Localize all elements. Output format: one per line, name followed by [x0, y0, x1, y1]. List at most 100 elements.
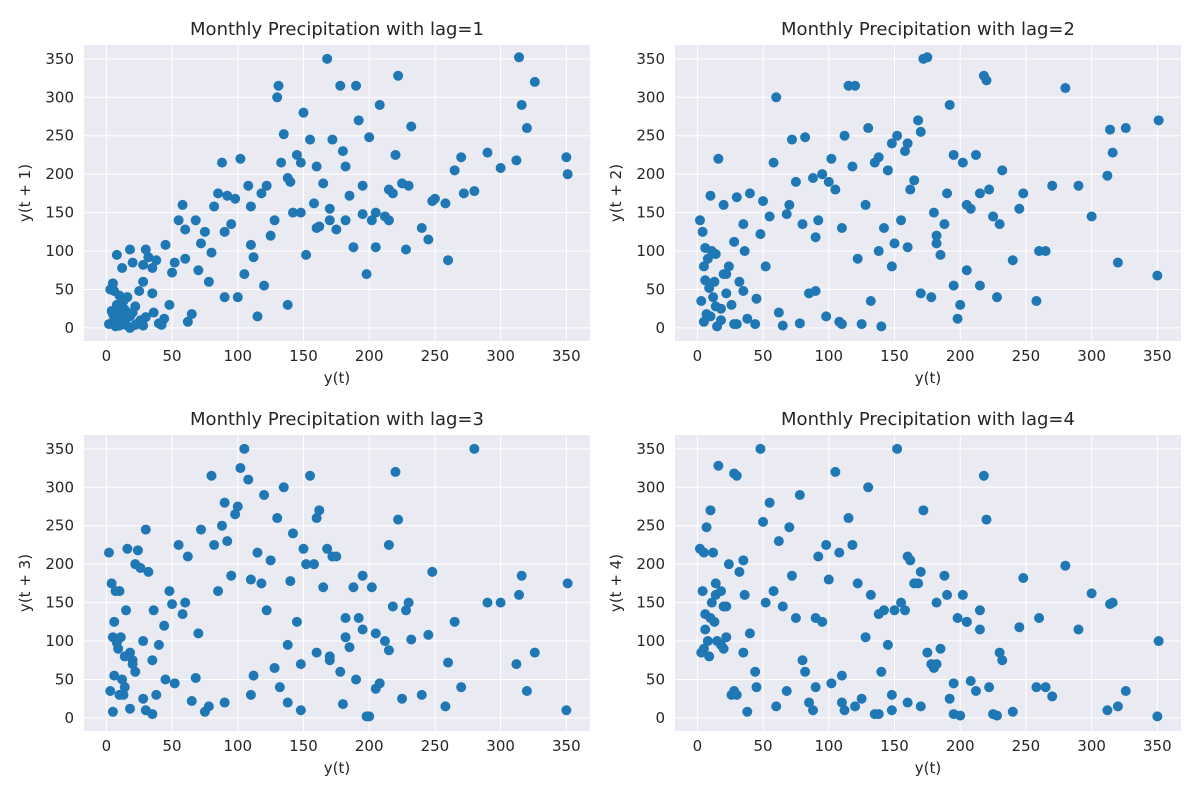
data-point [239, 269, 250, 280]
x-tick-label: 200 [355, 737, 384, 755]
data-point [164, 299, 175, 310]
data-point [794, 318, 805, 329]
data-point [230, 509, 241, 520]
data-point [865, 589, 876, 600]
data-point [298, 107, 309, 118]
data-point [182, 551, 193, 562]
x-tick-label: 100 [223, 737, 252, 755]
data-point [800, 666, 811, 677]
data-point [117, 262, 128, 273]
y-axis-label: y(t + 4) [607, 554, 625, 612]
data-point [273, 80, 284, 91]
data-point [797, 219, 808, 230]
data-point [984, 682, 995, 693]
data-point [322, 543, 333, 554]
data-point [226, 219, 237, 230]
data-point [750, 666, 761, 677]
y-tick-label: 50 [55, 280, 74, 298]
data-point [952, 612, 963, 623]
data-point [948, 678, 959, 689]
data-point [876, 321, 887, 332]
data-point [130, 666, 141, 677]
data-point [750, 319, 761, 330]
data-point [107, 706, 118, 717]
data-point [114, 689, 125, 700]
data-point [939, 219, 950, 230]
data-point [856, 319, 867, 330]
data-point [125, 703, 135, 714]
data-point [808, 173, 818, 184]
x-tick-label: 0 [102, 347, 112, 365]
data-point [984, 184, 995, 195]
data-point [784, 522, 795, 533]
data-point [121, 605, 132, 616]
data-point [708, 547, 719, 558]
data-point [892, 130, 903, 141]
data-point [839, 130, 850, 141]
data-point [235, 463, 246, 474]
plot-area [84, 435, 590, 731]
data-point [561, 705, 572, 716]
data-point [107, 309, 118, 320]
data-point [709, 276, 720, 287]
data-point [723, 261, 734, 272]
data-point [119, 651, 130, 662]
y-tick-label: 100 [636, 242, 665, 260]
data-point [1018, 188, 1029, 199]
data-point [830, 184, 841, 195]
data-point [357, 209, 368, 220]
data-point [351, 80, 362, 91]
data-point [416, 689, 427, 700]
data-point [974, 624, 985, 635]
data-point [403, 597, 414, 608]
data-point [140, 244, 151, 255]
data-point [994, 647, 1005, 658]
y-tick-label: 350 [45, 50, 74, 68]
data-point [193, 265, 204, 276]
data-point [125, 244, 135, 255]
x-tick-label: 150 [289, 737, 318, 755]
data-point [1152, 270, 1163, 281]
data-point [913, 578, 924, 589]
data-point [109, 616, 120, 627]
data-point [928, 207, 939, 218]
data-point [731, 689, 742, 700]
data-point [261, 605, 272, 616]
y-tick-label: 200 [636, 555, 665, 573]
data-point [140, 312, 151, 323]
data-point [331, 551, 342, 562]
data-point [282, 639, 293, 650]
plot-layer: 0 50 100 150 200 250 300 350 0 50 100 150 200 250 300 3… [636, 435, 1181, 755]
data-point [335, 80, 346, 91]
data-point [900, 605, 910, 616]
data-point [173, 215, 184, 226]
y-tick-label: 300 [45, 88, 74, 106]
subplot-lag-1: 0 50 100 150 200 250 300 350 0 50 100 150 200 250 300 3… [16, 19, 590, 387]
data-point [974, 188, 985, 199]
data-point [160, 674, 171, 685]
data-point [744, 188, 755, 199]
data-point [942, 589, 953, 600]
data-point [209, 539, 220, 550]
y-tick-label: 350 [636, 50, 665, 68]
data-point [361, 269, 372, 280]
data-point [786, 570, 797, 581]
data-point [219, 497, 230, 508]
data-point [511, 155, 522, 166]
data-point [311, 161, 322, 172]
data-point [203, 701, 214, 712]
data-point [521, 686, 532, 697]
data-point [390, 466, 401, 477]
data-point [896, 597, 907, 608]
data-point [305, 134, 316, 145]
data-point [148, 307, 159, 318]
data-point [440, 198, 451, 209]
panel-title: Monthly Precipitation with lag=3 [190, 409, 484, 430]
data-point [318, 178, 329, 189]
data-point [151, 255, 162, 266]
data-point [873, 246, 884, 257]
data-point [808, 705, 818, 716]
data-point [180, 253, 191, 264]
data-point [843, 513, 854, 524]
data-point [797, 655, 808, 666]
